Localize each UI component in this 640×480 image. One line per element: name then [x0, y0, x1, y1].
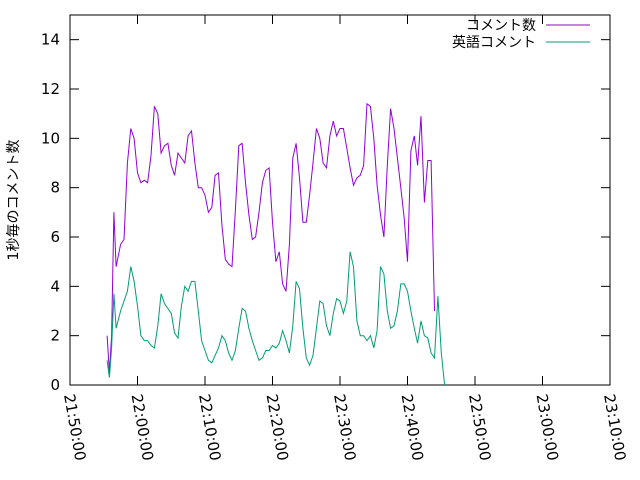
x-tick-label: 22:50:00	[465, 393, 494, 462]
y-tick-label: 6	[50, 228, 60, 246]
series-line-english-comments	[106, 251, 446, 386]
y-tick-label: 2	[50, 327, 60, 345]
y-tick-label: 12	[41, 80, 60, 98]
legend-label-english-comments: 英語コメント	[452, 34, 536, 51]
series-line-comments	[106, 102, 435, 373]
y-tick-label: 4	[50, 277, 60, 295]
x-tick-label: 22:40:00	[398, 393, 427, 462]
x-tick-label: 23:00:00	[533, 393, 562, 462]
x-tick-label: 22:30:00	[330, 393, 359, 462]
legend: コメント数 英語コメント	[452, 18, 590, 51]
series-layer	[106, 102, 446, 386]
plot-frame	[69, 14, 611, 386]
x-tick-label: 23:10:00	[600, 393, 629, 462]
y-tick-label: 10	[41, 129, 60, 147]
y-tick-label: 14	[41, 31, 60, 49]
axis-ticks: 0 2 4 6 8 10 12 14 21:50:00 22:00:00 22:10:00 22:20…	[41, 15, 629, 462]
x-tick-label: 22:00:00	[128, 393, 157, 462]
y-tick-label: 8	[50, 179, 60, 197]
legend-label-comments: コメント数	[466, 18, 536, 34]
x-tick-label: 22:20:00	[263, 393, 292, 462]
x-tick-label: 22:10:00	[195, 393, 224, 462]
x-tick-label: 21:50:00	[60, 393, 89, 462]
y-tick-label: 0	[50, 376, 60, 394]
y-axis-label: 1秒毎のコメント数	[6, 140, 22, 261]
